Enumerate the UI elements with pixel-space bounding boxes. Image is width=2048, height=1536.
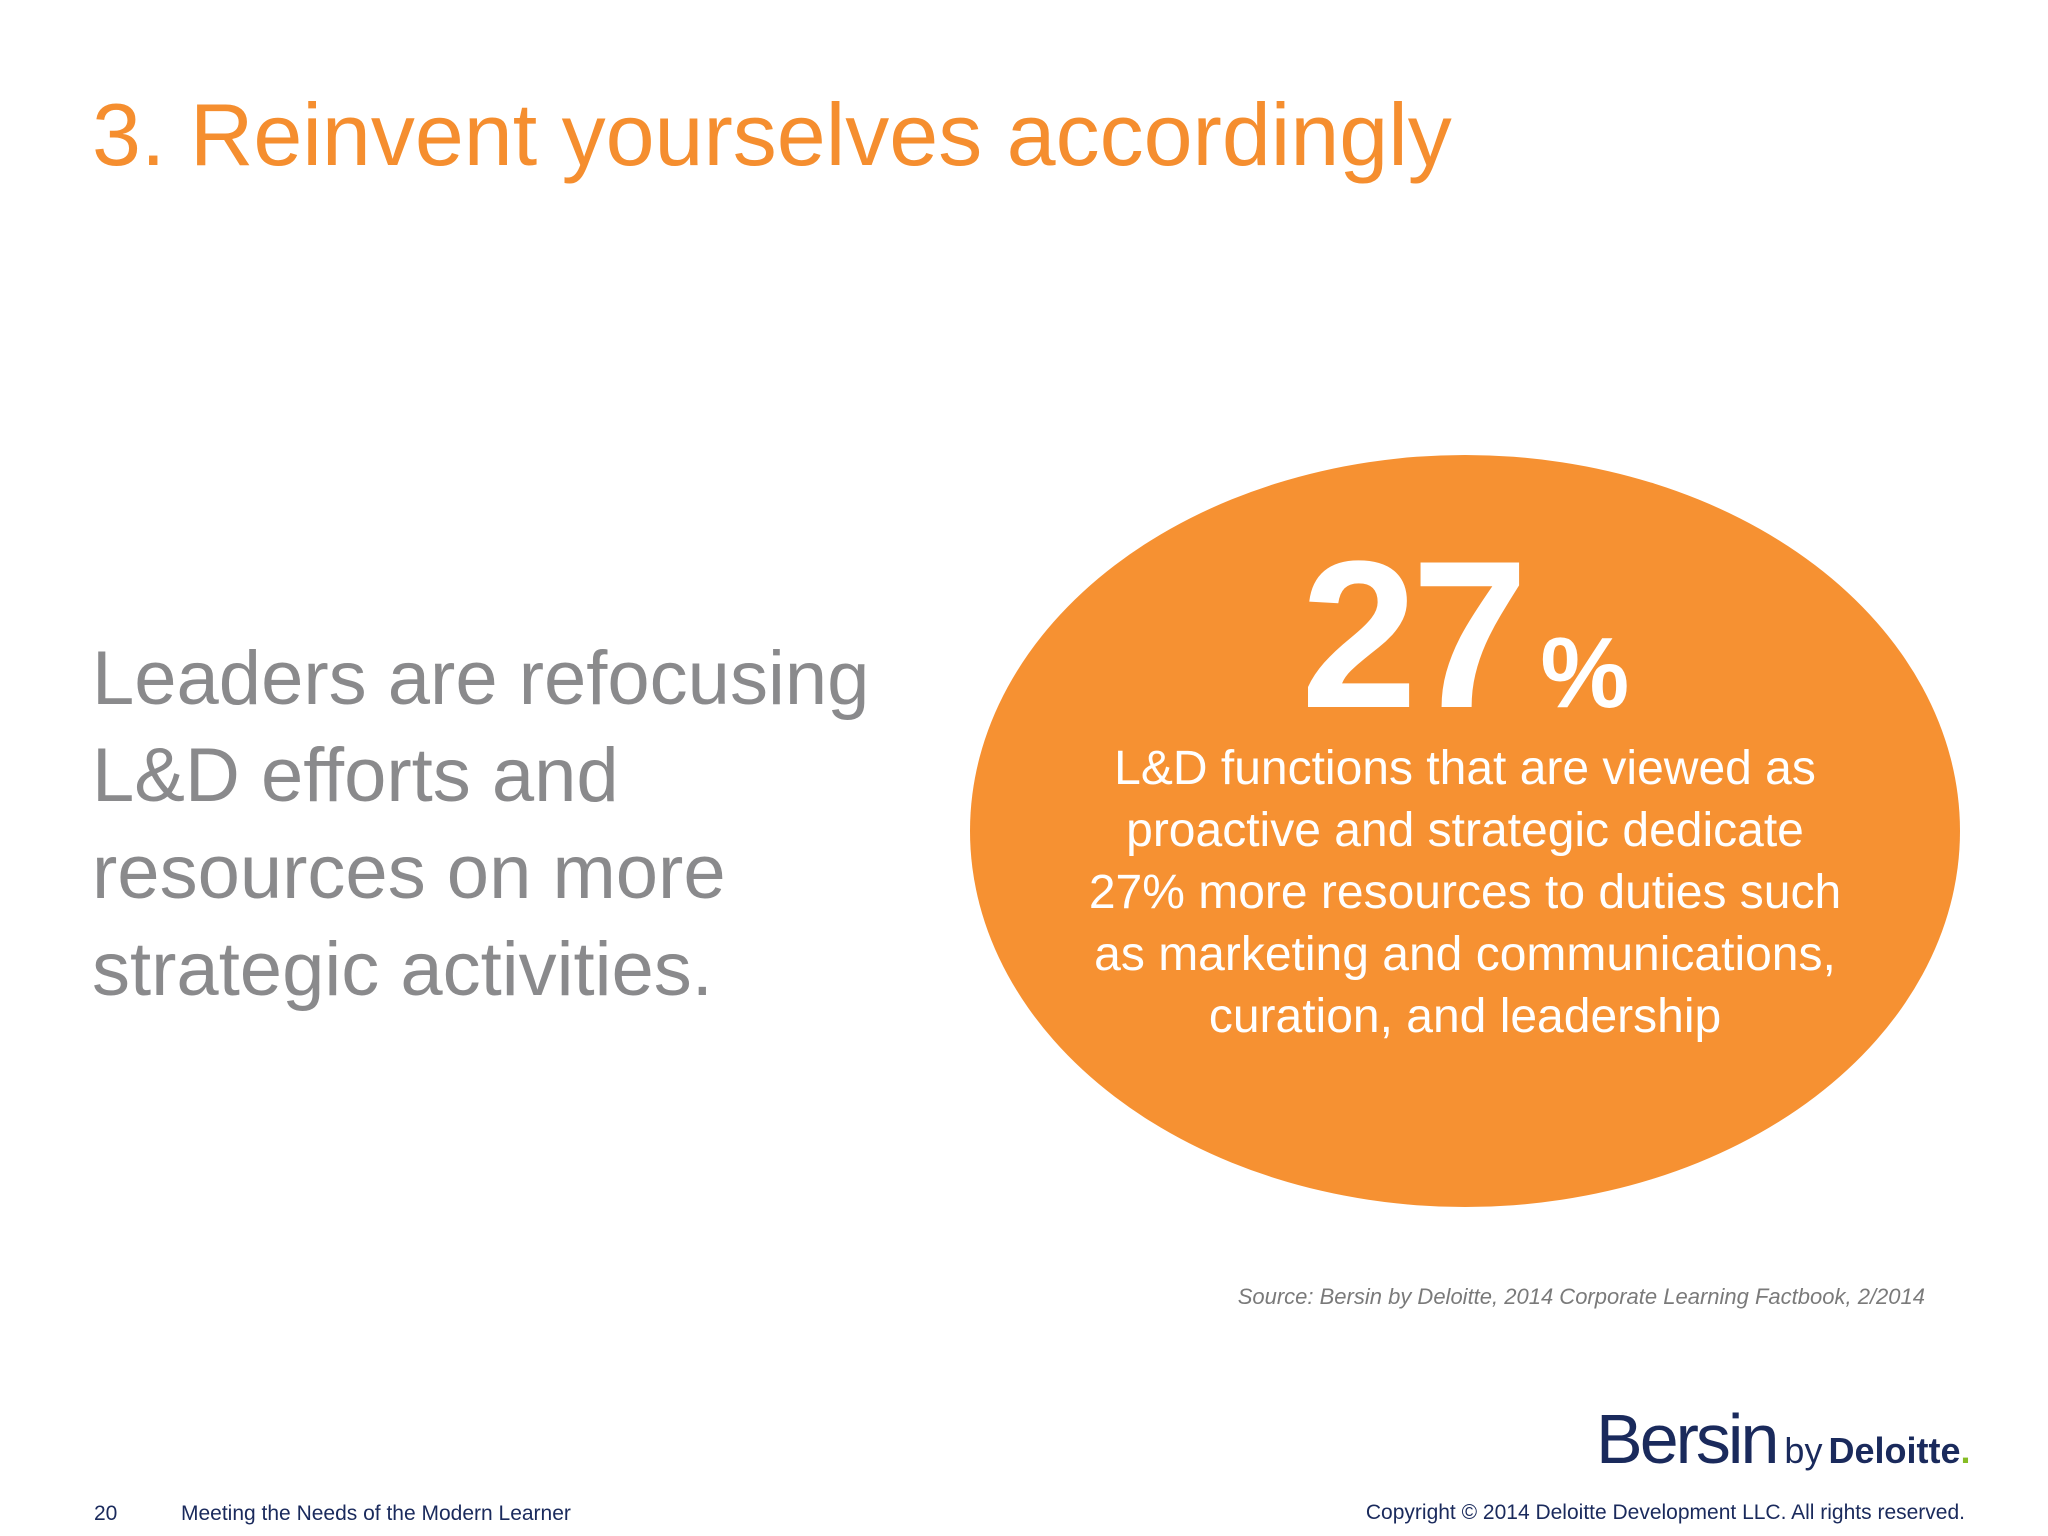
logo-brand: Bersin bbox=[1596, 1400, 1779, 1478]
footer-title: Meeting the Needs of the Modern Learner bbox=[181, 1502, 571, 1525]
stat-number: 27% bbox=[970, 530, 1960, 740]
logo-by: by bbox=[1784, 1430, 1823, 1471]
page-number: 20 bbox=[94, 1502, 118, 1525]
stat-unit: % bbox=[1540, 617, 1630, 729]
slide-title: 3. Reinvent yourselves accordingly bbox=[92, 85, 1452, 184]
source-note: Source: Bersin by Deloitte, 2014 Corpora… bbox=[1237, 1284, 1925, 1309]
lead-text: Leaders are refocusing L&D efforts and r… bbox=[92, 636, 870, 1012]
stat-value: 27 bbox=[1300, 517, 1529, 752]
logo-dot: . bbox=[1960, 1430, 1971, 1471]
logo-company: Deloitte bbox=[1828, 1430, 1961, 1471]
copyright: Copyright © 2014 Deloitte Development LL… bbox=[1365, 1501, 1965, 1524]
stat-ellipse: 27% L&D functions that are viewed as pro… bbox=[970, 455, 1960, 1207]
bersin-deloitte-logo: Bersin by Deloitte. bbox=[1596, 1404, 1970, 1474]
stat-description: L&D functions that are viewed as proacti… bbox=[1088, 742, 1842, 1043]
